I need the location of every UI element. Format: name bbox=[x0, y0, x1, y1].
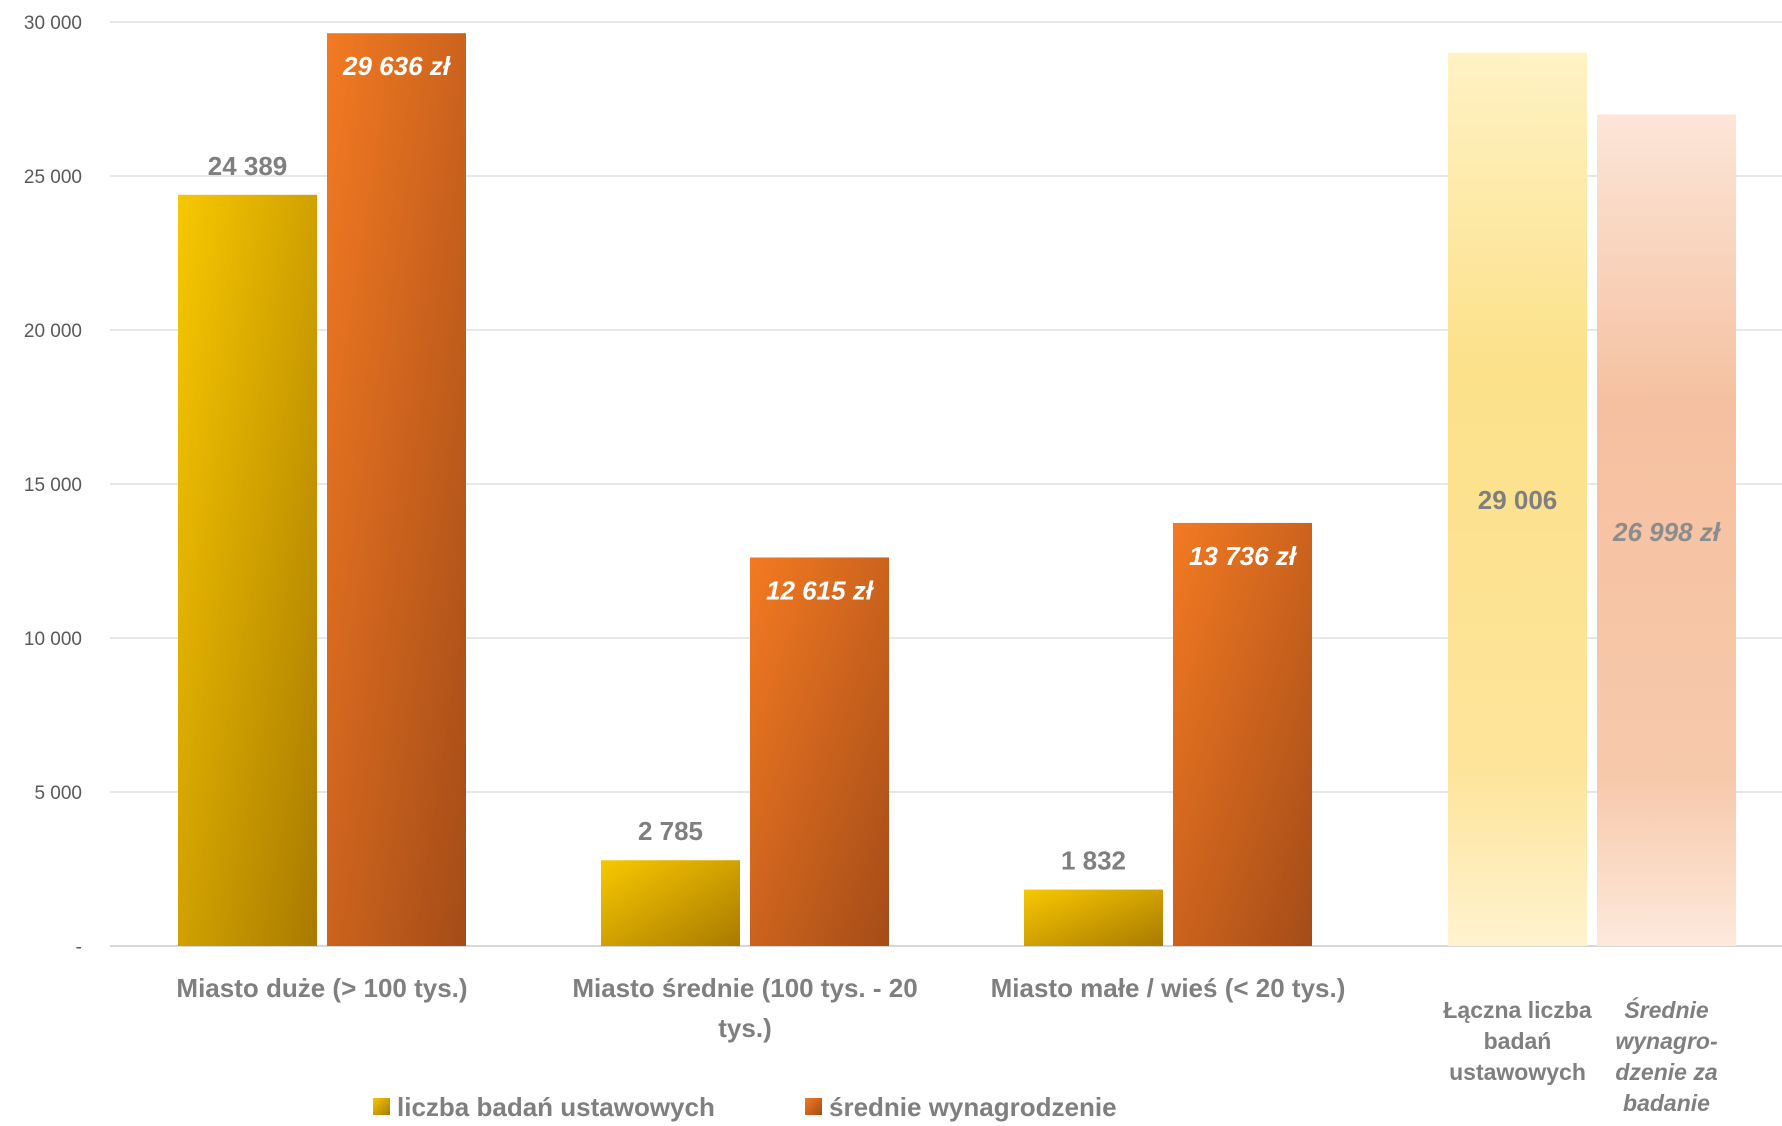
y-tick-label: - bbox=[76, 937, 82, 958]
y-tick-label: 10 000 bbox=[24, 629, 82, 650]
summary-category-label: wynagro- bbox=[1615, 1028, 1717, 1054]
legend-label: liczba badań ustawowych bbox=[397, 1092, 715, 1122]
legend-swatch bbox=[373, 1098, 390, 1115]
bar bbox=[750, 557, 889, 946]
bar bbox=[178, 194, 317, 947]
summary-data-label: 29 006 bbox=[1478, 485, 1558, 515]
summary-category-label: Średnie bbox=[1624, 996, 1709, 1023]
data-label: 1 832 bbox=[1061, 846, 1126, 876]
legend: liczba badań ustawowych średnie wynagrodz… bbox=[373, 1092, 1117, 1122]
category-label: Miasto duże (> 100 tys.) bbox=[176, 973, 467, 1003]
category-label: tys.) bbox=[718, 1013, 771, 1043]
data-labels: 24 389 2 785 1 832 29 636 zł 12 615 zł 13 736… bbox=[208, 51, 1722, 875]
summary-data-label: 26 998 zł bbox=[1612, 517, 1722, 547]
summary-bar bbox=[1448, 52, 1587, 947]
bars bbox=[178, 33, 1736, 947]
bar bbox=[601, 860, 740, 946]
y-tick-label: 25 000 bbox=[24, 167, 82, 188]
category-label: Miasto małe / wieś (< 20 tys.) bbox=[991, 973, 1346, 1003]
y-axis: - 5 000 10 000 15 000 20 000 25 000 30 000 bbox=[24, 13, 82, 958]
y-tick-label: 20 000 bbox=[24, 321, 82, 342]
bar bbox=[327, 33, 466, 947]
summary-category-label: badanie bbox=[1623, 1090, 1710, 1116]
y-tick-label: 30 000 bbox=[24, 13, 82, 34]
legend-label: średnie wynagrodzenie bbox=[829, 1092, 1117, 1122]
summary-category-label: dzenie za bbox=[1615, 1059, 1717, 1085]
bar bbox=[1173, 522, 1312, 946]
data-label: 2 785 bbox=[638, 816, 703, 846]
summary-bar bbox=[1597, 114, 1736, 946]
summary-category-label: ustawowych bbox=[1449, 1059, 1586, 1085]
x-axis-categories: Miasto duże (> 100 tys.) Miasto średnie (… bbox=[176, 973, 1717, 1116]
y-tick-label: 15 000 bbox=[24, 475, 82, 496]
category-label: Miasto średnie (100 tys. - 20 bbox=[572, 973, 917, 1003]
summary-category-label: badań bbox=[1484, 1028, 1552, 1054]
data-label: 29 636 zł bbox=[342, 51, 452, 81]
data-label: 12 615 zł bbox=[766, 575, 875, 605]
data-label: 24 389 bbox=[208, 151, 288, 181]
y-tick-label: 5 000 bbox=[34, 783, 82, 804]
summary-category-label: Łączna liczba bbox=[1443, 997, 1591, 1023]
legend-swatch bbox=[805, 1098, 822, 1115]
data-label: 13 736 zł bbox=[1189, 541, 1298, 571]
bar bbox=[1024, 889, 1163, 946]
